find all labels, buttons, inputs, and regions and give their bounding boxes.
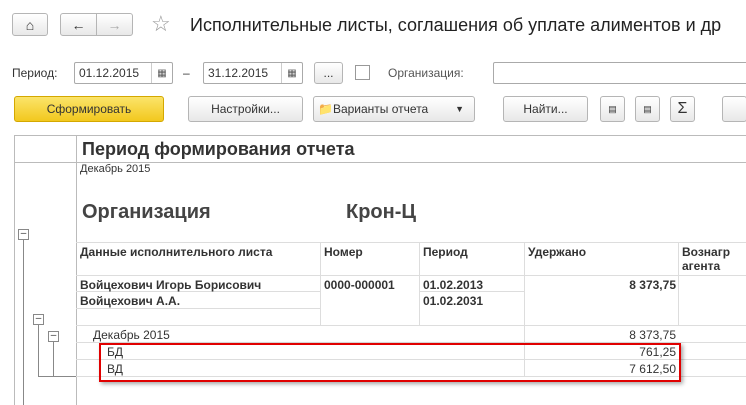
report-period: Декабрь 2015 <box>80 163 151 175</box>
subrow-value: 7 612,50 <box>629 362 676 376</box>
table-cell: 01.02.2031 <box>423 294 484 308</box>
org-label: Организация: <box>388 66 464 80</box>
subrow-label: ВД <box>107 362 123 376</box>
subrow-value: 761,25 <box>639 345 676 359</box>
variants-label: Варианты отчета <box>332 102 429 116</box>
sum-icon[interactable]: Σ <box>670 96 695 122</box>
collapse-groups-icon[interactable]: ▤ <box>635 96 660 122</box>
table-cell: Войцехович Игорь Борисович <box>80 278 262 292</box>
highlight-box <box>99 343 681 382</box>
table-cell: 01.02.2013 <box>423 278 484 292</box>
back-button[interactable]: ← <box>60 13 97 36</box>
subrow-label: БД <box>107 345 124 359</box>
collapse-icon[interactable]: – <box>33 314 44 325</box>
date-to-field[interactable]: 31.12.2015 ▦ <box>203 62 303 84</box>
collapse-icon[interactable]: – <box>18 229 29 240</box>
column-header: Номер <box>324 245 363 259</box>
column-header: Вознагр агента <box>682 245 731 273</box>
column-header: Удержано <box>528 245 587 259</box>
table-cell: 8 373,75 <box>629 278 676 292</box>
collapse-icon[interactable]: – <box>48 331 59 342</box>
org-name: Крон-Ц <box>346 201 416 223</box>
find-button[interactable]: Найти... <box>503 96 588 122</box>
date-to-value: 31.12.2015 <box>208 66 269 80</box>
generate-button[interactable]: Сформировать <box>14 96 164 122</box>
chevron-down-icon: ▼ <box>455 104 464 114</box>
calendar-icon[interactable]: ▦ <box>151 63 172 83</box>
folder-icon: 📁 <box>318 102 333 116</box>
dash: – <box>183 66 190 80</box>
group-label: Декабрь 2015 <box>93 328 170 342</box>
org-field[interactable] <box>493 62 746 84</box>
print-icon[interactable] <box>722 96 746 122</box>
page-title: Исполнительные листы, соглашения об упла… <box>190 15 722 35</box>
org-heading: Организация <box>82 201 211 223</box>
calendar-icon[interactable]: ▦ <box>281 63 302 83</box>
table-cell: Войцехович А.А. <box>80 294 181 308</box>
group-total: 8 373,75 <box>629 328 676 342</box>
section-title: Период формирования отчета <box>82 139 355 159</box>
variants-button[interactable]: 📁 Варианты отчета ▼ <box>313 96 475 122</box>
table-cell: 0000-000001 <box>324 278 395 292</box>
org-checkbox[interactable] <box>355 65 370 80</box>
expand-groups-icon[interactable]: ▤ <box>600 96 625 122</box>
column-header: Данные исполнительного листа <box>80 245 273 259</box>
period-label: Период: <box>12 66 58 80</box>
date-from-value: 01.12.2015 <box>79 66 140 80</box>
period-select-button[interactable]: ... <box>314 62 343 84</box>
home-button[interactable]: ⌂ <box>12 13 48 36</box>
date-from-field[interactable]: 01.12.2015 ▦ <box>74 62 173 84</box>
column-header: Период <box>423 245 468 259</box>
settings-button[interactable]: Настройки... <box>188 96 303 122</box>
favorite-star-icon[interactable]: ☆ <box>151 11 171 36</box>
forward-button[interactable]: → <box>96 13 133 36</box>
